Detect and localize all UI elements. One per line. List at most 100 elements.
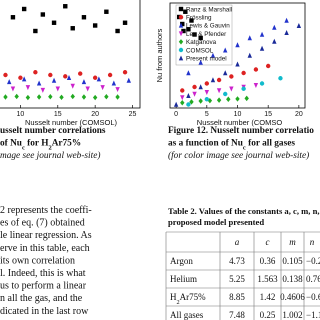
x-tick-label: 5: [205, 111, 209, 118]
point: [92, 94, 98, 101]
x-tick-label: 20: [295, 111, 303, 118]
x-tick-label: 25: [129, 111, 137, 118]
point: [210, 77, 216, 83]
point: [189, 18, 194, 23]
legend-marker: [178, 55, 184, 61]
point: [25, 94, 31, 101]
body-line: 2 represents the coeffi-: [0, 205, 92, 216]
legend-label: Lewis & Gauvin: [186, 23, 230, 30]
caption-line: Figure 12. Nusselt number correlatio: [168, 126, 314, 136]
point: [7, 79, 12, 85]
table-cell: 1.42: [260, 292, 276, 302]
point: [21, 6, 27, 12]
body-line: es of eq. (7) obtained: [0, 218, 85, 229]
point: [247, 52, 252, 58]
point: [226, 96, 231, 102]
caption-line-part: as a function of Nu: [168, 139, 243, 149]
point: [284, 30, 289, 35]
point: [173, 101, 179, 107]
point: [36, 94, 42, 100]
point: [192, 32, 197, 37]
point: [183, 9, 188, 14]
legend-marker: [178, 22, 184, 28]
point: [180, 88, 185, 93]
point: [10, 15, 16, 20]
table-cell: 4.73: [229, 256, 245, 266]
body-line: dicated in the last row: [0, 306, 89, 317]
point: [10, 86, 16, 92]
point: [104, 94, 109, 100]
row-label: H2Ar75%: [170, 292, 206, 306]
point: [115, 94, 120, 100]
point: [21, 76, 27, 82]
point: [180, 95, 185, 101]
point: [100, 85, 105, 91]
point: [229, 86, 234, 92]
point: [85, 86, 90, 92]
point: [189, 99, 194, 105]
table-cell: 0.762: [306, 274, 320, 284]
point: [92, 23, 98, 28]
table-cell: −0.698: [306, 292, 320, 302]
point: [216, 97, 222, 103]
point: [180, 100, 185, 106]
caption-line-part: (for color image see journal web-site): [168, 150, 309, 161]
table-header: n: [310, 237, 315, 247]
point: [278, 76, 283, 81]
point: [272, 38, 277, 44]
caption-line-part: c: [22, 144, 25, 151]
point: [192, 91, 197, 97]
table-cell: 1.563: [257, 274, 278, 284]
caption-line-part: for H: [25, 139, 49, 149]
caption-line-part: Figure 12. Nusselt number correlatio: [168, 126, 314, 136]
point: [36, 80, 42, 86]
row-label: Helium: [170, 274, 197, 284]
caption-line-part: c: [243, 144, 246, 151]
point: [92, 75, 98, 80]
body-line: n all the gas, and the: [0, 293, 83, 304]
table-cell: 5.25: [229, 274, 245, 284]
x-tick-label: 10: [234, 111, 242, 118]
row-label: All gases: [170, 310, 204, 320]
point: [115, 87, 120, 92]
point: [198, 35, 203, 41]
caption-line-part: usselt number correlations: [0, 126, 106, 136]
point: [63, 4, 68, 9]
table-cell: 8.85: [229, 292, 245, 302]
y-axis-label: Nu from authors: [155, 28, 164, 82]
point: [3, 72, 8, 78]
point: [235, 42, 240, 48]
caption-line-part: Ar75%: [52, 139, 81, 149]
point: [223, 47, 228, 53]
point: [241, 70, 246, 76]
point: [33, 28, 38, 34]
point: [81, 79, 87, 85]
point: [48, 94, 53, 100]
caption-line-part: for all gases: [246, 139, 296, 149]
x-tick-label: 15: [54, 111, 62, 118]
body-line: erve in this table, each: [0, 243, 90, 254]
row-label-part: Ar75%: [180, 292, 206, 302]
point: [272, 24, 277, 30]
table-cell: 0.105: [282, 256, 303, 266]
point: [55, 86, 60, 92]
point: [259, 31, 265, 37]
point: [259, 45, 265, 51]
point: [235, 61, 240, 67]
point: [192, 84, 197, 90]
point: [216, 88, 222, 94]
body-line: us to perform a linear: [0, 281, 87, 292]
point: [198, 98, 203, 104]
x-axis-label: Nusselt number (COMSO: [197, 118, 283, 127]
table-cell: 0.138: [282, 274, 303, 284]
caption-line: (for color image see journal web-site): [168, 150, 309, 161]
legend-box: [175, 4, 233, 66]
body-line: le linear regression. As: [0, 230, 92, 241]
table-header: m: [289, 237, 296, 247]
point: [284, 17, 289, 23]
table-cell: −0.25: [306, 256, 320, 266]
point: [70, 83, 75, 89]
point: [122, 20, 128, 25]
table-header: c: [266, 237, 270, 247]
